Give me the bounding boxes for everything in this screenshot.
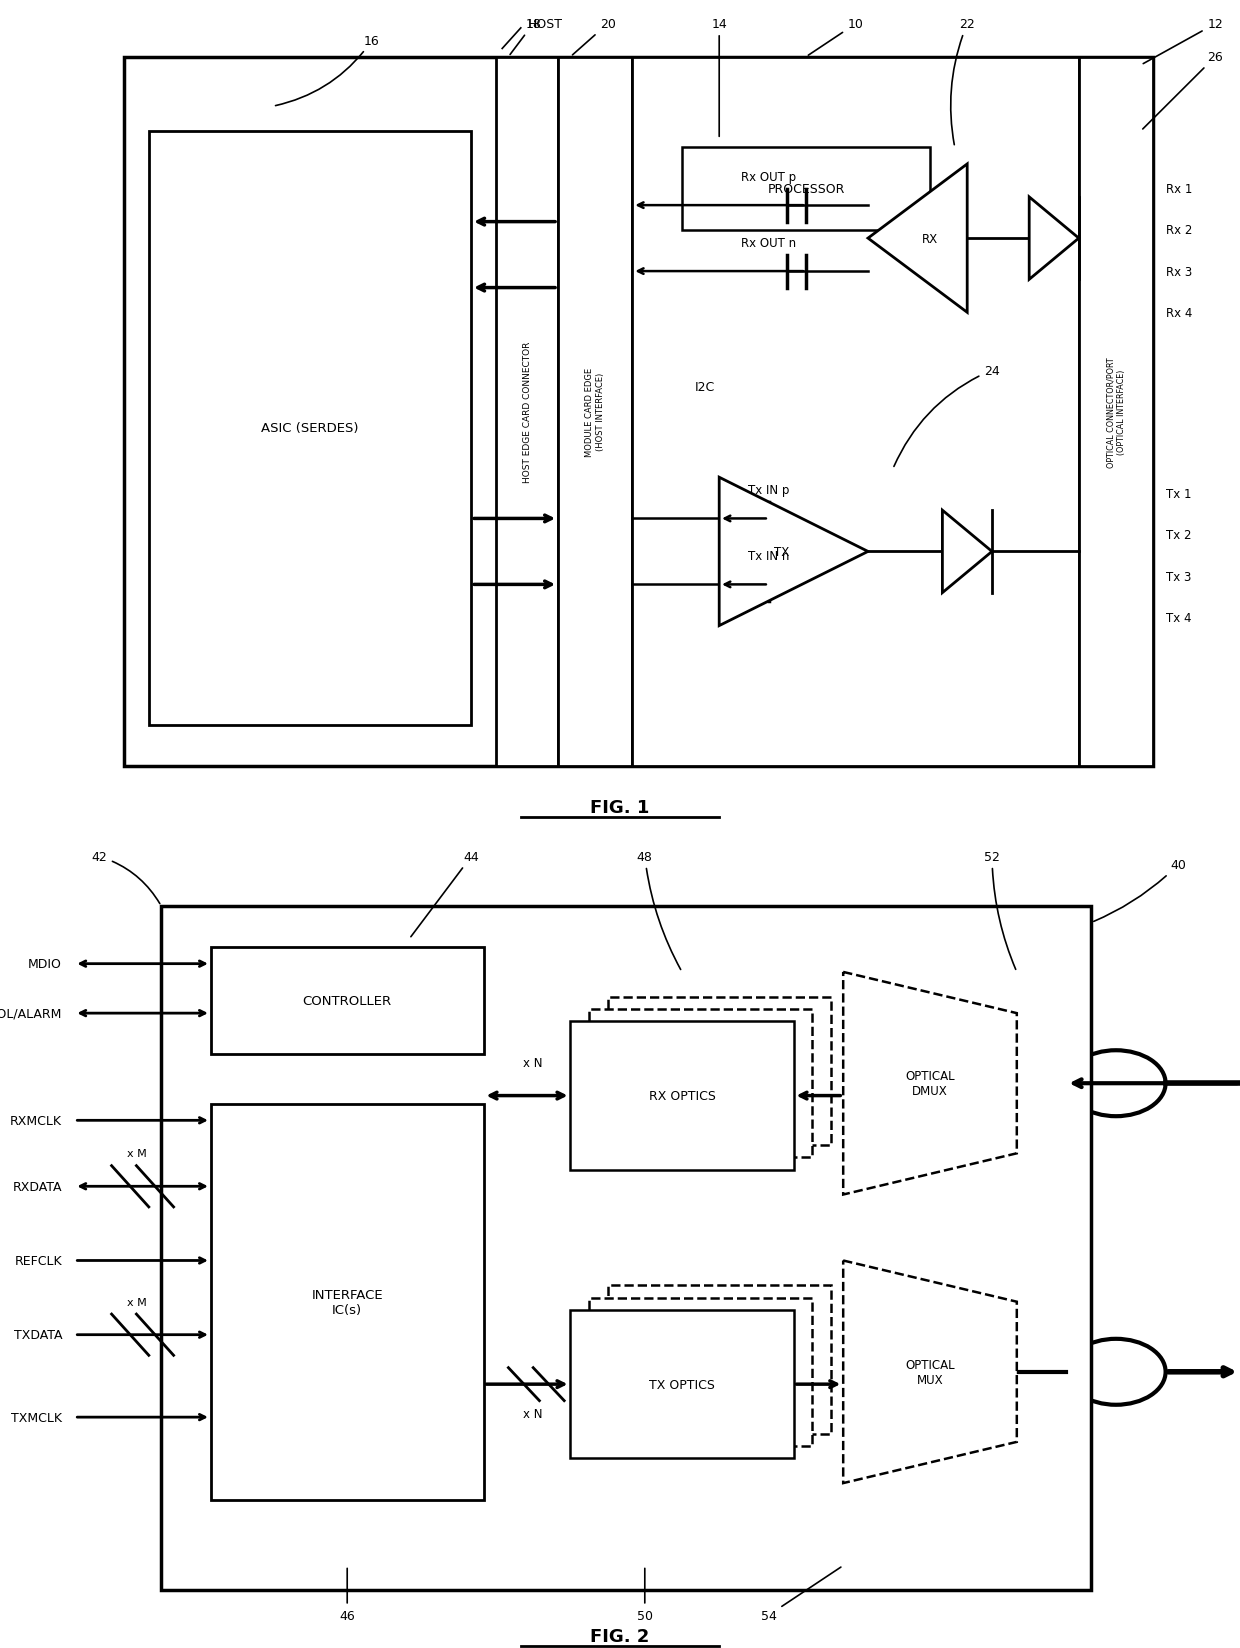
Text: 42: 42 [92,850,160,905]
Text: 44: 44 [410,850,479,938]
Text: ASIC (SERDES): ASIC (SERDES) [262,422,358,435]
Text: x M: x M [126,1297,146,1307]
Text: Rx OUT n: Rx OUT n [742,237,796,249]
Text: Rx 3: Rx 3 [1166,265,1192,279]
Text: FIG. 2: FIG. 2 [590,1627,650,1645]
Text: CONTROL/ALARM: CONTROL/ALARM [0,1007,62,1020]
Text: HOST EDGE CARD CONNECTOR: HOST EDGE CARD CONNECTOR [522,341,532,483]
Text: Tx 3: Tx 3 [1166,570,1190,583]
Bar [589,1009,812,1157]
Text: I2C: I2C [694,381,714,394]
Text: OPTICAL
DMUX: OPTICAL DMUX [905,1070,955,1098]
Bar [211,948,484,1055]
Text: INTERFACE
IC(s): INTERFACE IC(s) [311,1289,383,1315]
Text: Tx IN p: Tx IN p [748,485,790,496]
Text: 10: 10 [808,18,863,56]
Text: 50: 50 [637,1569,652,1622]
Text: MDIO: MDIO [29,957,62,971]
Text: Tx 4: Tx 4 [1166,611,1192,625]
Text: RX OPTICS: RX OPTICS [649,1089,715,1103]
Polygon shape [942,511,992,593]
Polygon shape [843,1261,1017,1483]
Text: Tx 1: Tx 1 [1166,488,1192,501]
Text: 24: 24 [894,364,999,466]
Bar [608,997,831,1145]
Text: Tx 2: Tx 2 [1166,529,1192,542]
Text: 54: 54 [761,1567,841,1622]
Text: x N: x N [523,1056,543,1070]
Bar [558,58,632,766]
Text: RX: RX [921,232,939,246]
Bar [149,132,471,725]
Text: x N: x N [523,1407,543,1419]
Text: Rx 2: Rx 2 [1166,224,1192,237]
Text: x M: x M [126,1149,146,1159]
Polygon shape [719,478,868,626]
Bar [496,58,558,766]
Bar [632,58,1079,766]
Text: MODULE CARD EDGE
(HOST INTERFACE): MODULE CARD EDGE (HOST INTERFACE) [585,368,605,456]
Text: TX: TX [774,545,789,559]
Text: Rx 4: Rx 4 [1166,307,1192,320]
Text: 20: 20 [573,18,615,56]
Text: 40: 40 [1094,859,1185,921]
Bar [570,1022,794,1170]
Polygon shape [843,972,1017,1195]
Text: 22: 22 [951,18,975,145]
Bar [570,1310,794,1458]
Text: 12: 12 [1143,18,1223,64]
Text: 26: 26 [1143,51,1223,130]
Text: Rx 1: Rx 1 [1166,183,1192,196]
Text: Rx OUT p: Rx OUT p [742,171,796,183]
Text: 46: 46 [340,1569,355,1622]
Text: OPTICAL CONNECTOR/PORT
(OPTICAL INTERFACE): OPTICAL CONNECTOR/PORT (OPTICAL INTERFAC… [1106,356,1126,468]
Bar [682,148,930,231]
Text: FIG. 1: FIG. 1 [590,799,650,816]
Text: 16: 16 [275,35,379,107]
Text: Tx IN n: Tx IN n [748,550,790,562]
Text: TX OPTICS: TX OPTICS [649,1378,715,1391]
Text: HOST: HOST [528,18,563,31]
Polygon shape [868,165,967,313]
Bar [211,1104,484,1500]
Text: 18: 18 [510,18,541,56]
Text: RXMCLK: RXMCLK [10,1114,62,1127]
Text: PROCESSOR: PROCESSOR [768,183,844,196]
Text: OPTICAL
MUX: OPTICAL MUX [905,1358,955,1386]
Text: CONTROLLER: CONTROLLER [303,995,392,1007]
Bar [589,1299,812,1447]
Bar [124,58,1153,766]
Text: RXDATA: RXDATA [12,1180,62,1193]
Text: REFCLK: REFCLK [15,1254,62,1267]
Text: 14: 14 [712,18,727,137]
Text: 52: 52 [985,850,1016,969]
Bar [608,1285,831,1434]
Polygon shape [1029,198,1079,280]
Bar [161,906,1091,1590]
Bar [1079,58,1153,766]
Text: TXDATA: TXDATA [14,1328,62,1341]
Text: TXMCLK: TXMCLK [11,1411,62,1424]
Text: 48: 48 [637,850,681,971]
